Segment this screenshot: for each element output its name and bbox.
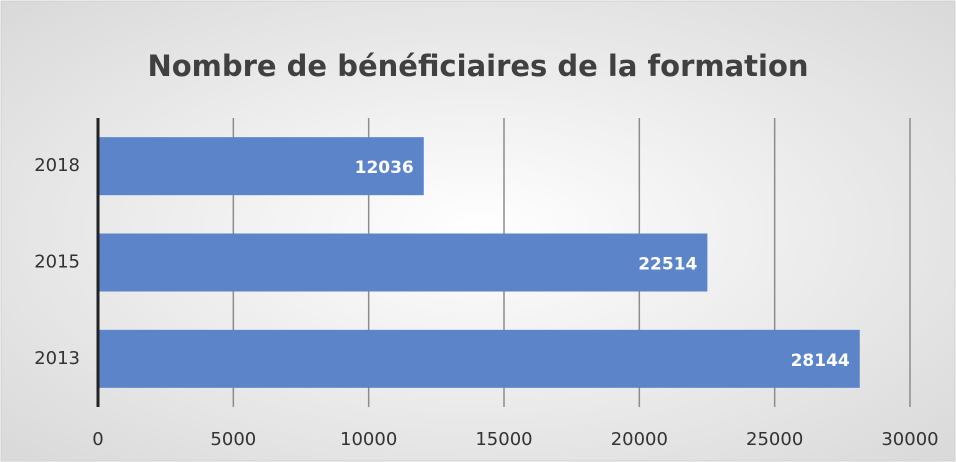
x-tick-label: 30000 (881, 429, 938, 450)
x-tick-label: 0 (92, 429, 103, 450)
value-label: 12036 (355, 158, 414, 178)
x-tick-label: 20000 (611, 429, 668, 450)
y-tick-label: 2013 (34, 348, 80, 369)
value-label: 22514 (638, 255, 697, 275)
x-tick-label: 10000 (340, 429, 397, 450)
bars: 12036 22514 28144 (98, 137, 860, 388)
y-tick-label: 2015 (34, 252, 80, 273)
x-tick-label: 5000 (210, 429, 256, 450)
bar (98, 137, 424, 196)
y-tick-label: 2018 (34, 155, 80, 176)
x-tick-label: 15000 (475, 429, 532, 450)
chart-title: Nombre de bénéficiaires de la formation (147, 49, 808, 83)
value-label: 28144 (791, 351, 850, 371)
bar (98, 329, 860, 388)
x-tick-label: 25000 (746, 429, 803, 450)
bar (98, 233, 708, 292)
